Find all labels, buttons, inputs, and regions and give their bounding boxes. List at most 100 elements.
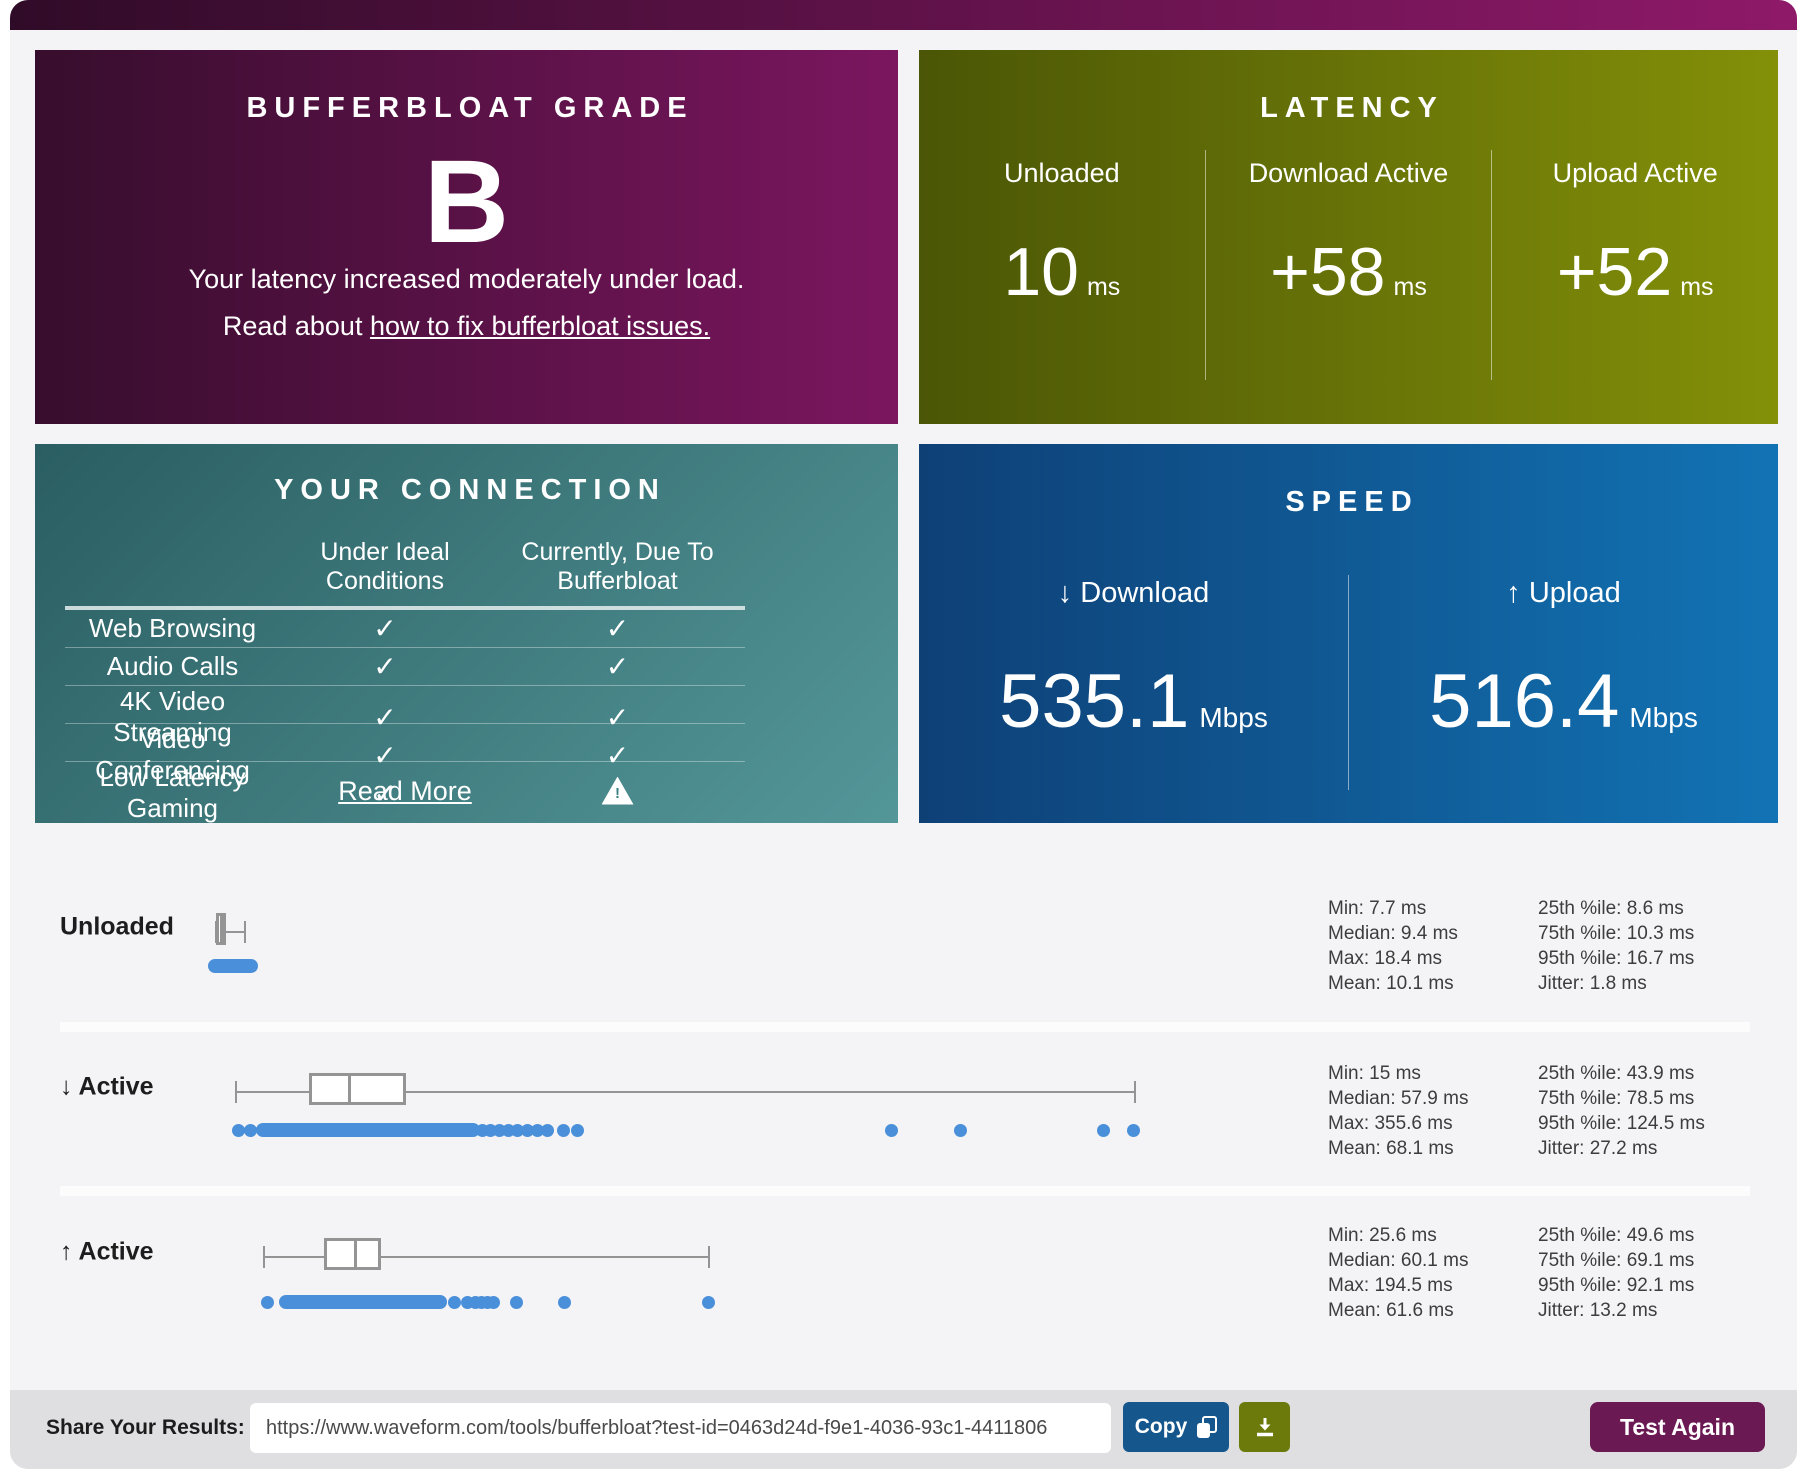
latency-sample-dot (511, 1124, 525, 1137)
latency-value: +52 (1556, 234, 1673, 310)
copy-button-label: Copy (1134, 1415, 1188, 1438)
check-icon: ✓ (373, 701, 397, 733)
grade-link-prefix: Read about (222, 311, 370, 341)
connection-cell: ! (490, 776, 745, 810)
stat-line: 95th %ile: 124.5 ms (1538, 1113, 1705, 1134)
test-again-button[interactable]: Test Again (1590, 1402, 1765, 1452)
boxplot-whisker-cap (262, 1246, 265, 1268)
check-icon: ✓ (373, 651, 397, 682)
boxplot-row-label: ↑ Active (60, 1237, 154, 1266)
boxplot-whisker-cap (708, 1246, 711, 1268)
latency-sample-dot (1097, 1124, 1111, 1137)
stat-line: Mean: 61.6 ms (1328, 1300, 1454, 1321)
stat-line: 25th %ile: 8.6 ms (1538, 898, 1684, 919)
latency-column-label: Upload Active (1552, 158, 1718, 188)
connection-cell: ✓ (490, 650, 745, 683)
check-icon: ✓ (605, 701, 630, 733)
latency-sample-dot (447, 1296, 461, 1309)
latency-unit: ms (1086, 273, 1121, 301)
your-connection-card: YOUR CONNECTION Under Ideal Conditions C… (35, 444, 898, 823)
boxplot-box (323, 1238, 382, 1270)
connection-cell: ✓ (280, 777, 490, 810)
latency-column-label: Unloaded (1004, 158, 1120, 188)
down-arrow-icon: ↓ (1057, 577, 1081, 609)
check-icon: ✓ (373, 613, 397, 644)
latency-value-row: +58 ms (1270, 233, 1427, 311)
speed-value-row: 516.4 Mbps (1429, 658, 1698, 745)
connection-row-label: Web Browsing (88, 613, 257, 643)
connection-row: Video Conferencing ✓ ✓ (65, 723, 745, 785)
latency-columns: Unloaded 10 ms Download Active +58 ms Upload A… (919, 150, 1778, 380)
speed-column-label: ↑ Upload (1506, 577, 1621, 609)
grade-card-title: BUFFERBLOAT GRADE (246, 92, 694, 124)
row-separator (60, 1186, 1750, 1196)
check-icon: ✓ (373, 777, 397, 809)
latency-sample-dot (570, 1124, 584, 1137)
connection-cell: ✓ (490, 701, 745, 734)
download-icon (1256, 1418, 1273, 1437)
copy-icon (1197, 1416, 1218, 1438)
connection-cell: ✓ (490, 612, 745, 645)
latency-sample-cluster (278, 1295, 448, 1309)
latency-sample-dot (244, 1124, 258, 1137)
boxplot-stats-column: 25th %ile: 49.6 ms 75th %ile: 69.1 ms 95th… (1538, 1223, 1694, 1323)
copy-button[interactable]: Copy (1123, 1402, 1229, 1452)
stat-line: Max: 355.6 ms (1328, 1113, 1453, 1134)
boxplot-stats-column: 25th %ile: 8.6 ms 75th %ile: 10.3 ms 95th … (1538, 896, 1694, 996)
latency-card: LATENCY Unloaded 10 ms Download Active +58 ms… (919, 50, 1778, 424)
boxplot-box (308, 1073, 407, 1105)
fix-bufferbloat-link[interactable]: how to fix bufferbloat issues. (369, 311, 711, 341)
latency-sample-dot (231, 1124, 245, 1137)
boxplot-row-label: ↓ Active (60, 1072, 154, 1101)
stat-line: Max: 18.4 ms (1328, 948, 1443, 969)
connection-cell: ✓ (490, 739, 745, 772)
latency-column-label: Download Active (1248, 158, 1449, 188)
latency-sample-dot (1127, 1124, 1141, 1137)
stat-line: 75th %ile: 78.5 ms (1538, 1088, 1695, 1109)
connection-cell: ✓ (280, 650, 490, 683)
connection-cell: ✓ (280, 612, 490, 645)
stat-line: Median: 9.4 ms (1328, 923, 1458, 944)
connection-row-label: Video Conferencing (95, 724, 250, 785)
latency-sample-dot (702, 1296, 716, 1309)
boxplot-median (219, 913, 223, 945)
stat-line: 95th %ile: 16.7 ms (1538, 948, 1695, 969)
latency-unit: ms (1393, 273, 1427, 301)
check-icon: ✓ (373, 739, 397, 771)
latency-sample-cluster (208, 959, 259, 973)
download-button[interactable] (1239, 1402, 1290, 1452)
check-icon: ✓ (605, 613, 630, 644)
boxplot-median (347, 1073, 351, 1105)
share-url-input[interactable] (250, 1403, 1111, 1453)
boxplot-row-label: Unloaded (60, 912, 174, 941)
connection-row-label: 4K Video Streaming (113, 686, 232, 747)
grade-link-line: Read about how to fix bufferbloat issues… (223, 311, 710, 342)
latency-column-download-active: Download Active +58 ms (1204, 150, 1492, 380)
stat-line: Max: 194.5 ms (1328, 1275, 1453, 1296)
boxplot-stats-column: Min: 25.6 ms Median: 60.1 ms Max: 194.5 ms… (1328, 1223, 1468, 1323)
column-header-current: Currently, Due To Bufferbloat (521, 538, 714, 595)
boxplot-whisker (216, 931, 245, 933)
share-results-label: Share Your Results: (46, 1416, 245, 1439)
stat-line: Min: 25.6 ms (1328, 1225, 1437, 1246)
latency-sample-dot (509, 1296, 523, 1309)
latency-card-title: LATENCY (1260, 92, 1444, 124)
connection-table: Under Ideal Conditions Currently, Due To… (65, 538, 745, 823)
speed-unit: Mbps (1629, 702, 1698, 733)
stat-line: 95th %ile: 92.1 ms (1538, 1275, 1695, 1296)
latency-sample-cluster (256, 1123, 481, 1137)
read-more-link[interactable]: Read More (338, 776, 472, 806)
stat-line: Mean: 10.1 ms (1328, 973, 1454, 994)
grade-letter: B (423, 136, 510, 268)
latency-sample-dot (260, 1296, 274, 1309)
boxplot-whisker-cap (234, 1081, 237, 1103)
connection-table-header: Under Ideal Conditions Currently, Due To… (65, 538, 745, 606)
latency-value: 10 (1003, 234, 1079, 310)
boxplot-stats-column: 25th %ile: 43.9 ms 75th %ile: 78.5 ms 95th… (1538, 1061, 1705, 1161)
latency-column-upload-active: Upload Active +52 ms (1491, 150, 1778, 380)
latency-value: +58 (1270, 234, 1386, 310)
connection-row: Audio Calls ✓ ✓ (65, 647, 745, 685)
connection-card-title: YOUR CONNECTION (274, 474, 666, 506)
latency-sample-dot (531, 1124, 545, 1137)
up-arrow-icon: ↑ (1506, 577, 1529, 609)
